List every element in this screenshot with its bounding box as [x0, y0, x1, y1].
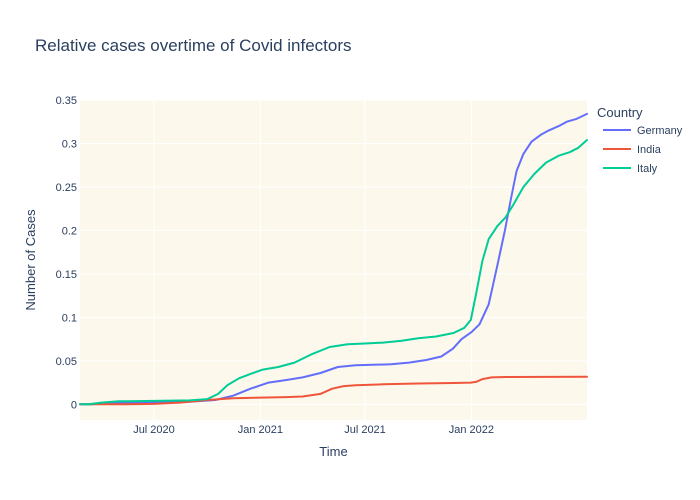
grid-lines: [80, 99, 587, 420]
series-lines: [79, 112, 588, 406]
legend-label: Germany: [637, 125, 683, 137]
y-tick-label: 0.25: [56, 182, 77, 194]
series-line-italy: [79, 139, 588, 406]
y-tick-label: 0.2: [62, 225, 77, 237]
y-tick-label: 0.1: [62, 312, 77, 324]
x-tick-label: Jul 2020: [133, 424, 175, 436]
x-tick-label: Jan 2022: [449, 424, 494, 436]
y-tick-label: 0: [71, 399, 77, 411]
y-tick-label: 0.35: [56, 95, 77, 107]
legend-item-india[interactable]: India: [603, 144, 662, 156]
legend-item-germany[interactable]: Germany: [603, 125, 683, 137]
y-tick-label: 0.15: [56, 269, 77, 281]
plot-background: [80, 100, 587, 420]
legend-label: Italy: [637, 163, 658, 175]
legend-title: Country: [597, 105, 643, 120]
y-axis-title: Number of Cases: [23, 209, 38, 311]
x-axis-title: Time: [319, 444, 347, 459]
y-axis-ticks: 0 0.05 0.1 0.15 0.2 0.25 0.3 0.35: [56, 95, 77, 411]
y-tick-label: 0.05: [56, 356, 77, 368]
x-tick-label: Jul 2021: [344, 424, 386, 436]
legend-item-italy[interactable]: Italy: [603, 163, 658, 175]
series-line-india: [79, 375, 588, 406]
chart-title: Relative cases overtime of Covid infecto…: [35, 36, 352, 55]
legend-label: India: [637, 144, 662, 156]
x-tick-label: Jan 2021: [238, 424, 283, 436]
x-axis-ticks: Jul 2020 Jan 2021 Jul 2021 Jan 2022: [133, 424, 494, 436]
legend[interactable]: Country Germany India Italy: [597, 105, 683, 175]
y-tick-label: 0.3: [62, 138, 77, 150]
legend-items: Germany India Italy: [603, 125, 683, 175]
